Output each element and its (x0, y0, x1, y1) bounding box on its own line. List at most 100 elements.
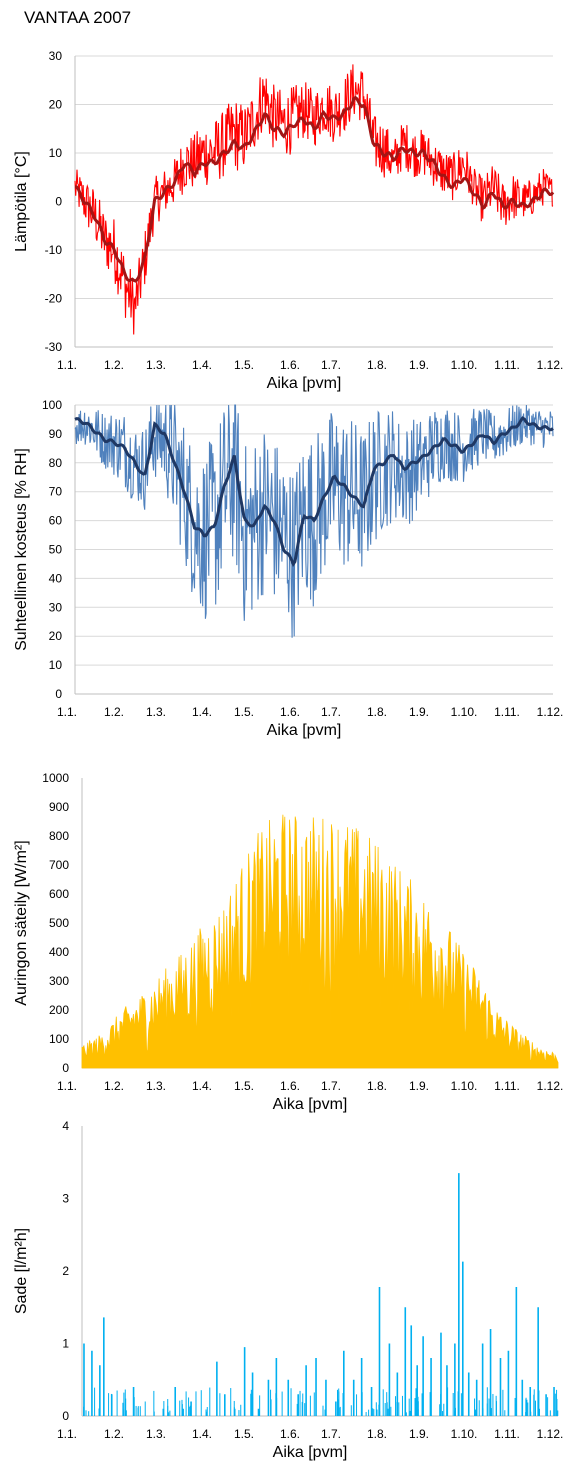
y-tick-label: 50 (49, 543, 63, 557)
x-tick-label: 1.1. (57, 705, 77, 719)
x-axis-title: Aika [pvm] (273, 1444, 348, 1461)
x-tick-label: 1.1. (57, 1427, 77, 1441)
y-tick-label: -20 (45, 292, 63, 306)
y-tick-label: 100 (42, 398, 62, 412)
x-tick-label: 1.8. (367, 705, 387, 719)
x-tick-label: 1.12. (537, 1427, 564, 1441)
x-tick-label: 1.7. (321, 1427, 341, 1441)
x-tick-label: 1.1. (57, 1079, 77, 1093)
x-tick-label: 1.11. (494, 1427, 520, 1441)
x-tick-label: 1.8. (367, 358, 387, 372)
y-tick-label: 800 (49, 829, 69, 843)
y-tick-label: 0 (62, 1061, 69, 1075)
y-tick-label: 0 (62, 1409, 69, 1423)
y-tick-label: 900 (49, 800, 69, 814)
temperature-chart: -30 -20 -10 0 10 20 30 1.1. 1.2. 1.3. 1.4. 1.5. 1.6.… (13, 49, 563, 392)
y-axis-title: Lämpötila [°C] (13, 151, 30, 252)
x-axis-title: Aika [pvm] (267, 375, 342, 392)
y-tick-label: 500 (49, 916, 69, 930)
solar-radiation-chart: 0 100 200 300 400 500 600 700 800 900 1000 1.1. 1.2.… (13, 771, 563, 1113)
precipitation-chart: 0 1 2 3 4 1.1. 1.2. 1.3. 1.4. 1.5. 1.6. 1.7. 1.8. 1.9… (13, 1119, 563, 1461)
y-tick-label: 300 (49, 974, 69, 988)
y-tick-label: 400 (49, 945, 69, 959)
x-tick-label: 1.10. (451, 358, 478, 372)
x-tick-label: 1.10. (451, 705, 478, 719)
page-title: VANTAA 2007 (24, 8, 132, 27)
x-tick-label: 1.12. (537, 705, 564, 719)
x-tick-label: 1.8. (367, 1427, 387, 1441)
x-tick-label: 1.2. (104, 1427, 124, 1441)
y-tick-label: 1000 (42, 771, 69, 785)
x-tick-label: 1.6. (280, 1079, 300, 1093)
x-tick-label: 1.6. (280, 1427, 300, 1441)
y-tick-label: 80 (49, 456, 63, 470)
x-tick-label: 1.2. (104, 358, 124, 372)
y-tick-label: 2 (62, 1264, 69, 1278)
x-tick-label: 1.9. (409, 1427, 429, 1441)
x-tick-label: 1.2. (104, 1079, 124, 1093)
y-tick-label: 1 (62, 1337, 69, 1351)
y-tick-label: 70 (49, 485, 63, 499)
x-tick-label: 1.12. (537, 1079, 564, 1093)
x-axis-title: Aika [pvm] (273, 1096, 348, 1113)
x-tick-label: 1.3. (146, 1079, 166, 1093)
x-tick-label: 1.5. (234, 705, 254, 719)
x-tick-label: 1.6. (280, 705, 300, 719)
x-axis-title: Aika [pvm] (267, 722, 342, 739)
radiation-area (81, 814, 559, 1069)
x-tick-label: 1.2. (104, 705, 124, 719)
x-tick-label: 1.11. (494, 358, 520, 372)
x-tick-label: 1.7. (321, 1079, 341, 1093)
series-mean-line (74, 95, 555, 283)
x-tick-label: 1.4. (192, 1079, 212, 1093)
y-tick-label: -10 (45, 243, 63, 257)
x-tick-label: 1.3. (146, 1427, 166, 1441)
x-tick-label: 1.6. (280, 358, 300, 372)
x-tick-label: 1.4. (192, 358, 212, 372)
x-tick-label: 1.4. (192, 1427, 212, 1441)
y-tick-label: -30 (45, 340, 63, 354)
y-axis-title: Suhteellinen kosteus [% RH] (13, 448, 30, 651)
y-tick-label: 60 (49, 514, 63, 528)
y-tick-label: 30 (49, 49, 63, 63)
x-tick-label: 1.5. (234, 1427, 254, 1441)
x-tick-label: 1.5. (234, 1079, 254, 1093)
x-tick-label: 1.5. (234, 358, 254, 372)
x-tick-label: 1.3. (146, 705, 166, 719)
x-tick-label: 1.10. (451, 1427, 478, 1441)
x-tick-label: 1.10. (451, 1079, 478, 1093)
x-tick-label: 1.9. (409, 705, 429, 719)
x-tick-label: 1.11. (494, 1079, 520, 1093)
x-tick-label: 1.7. (321, 705, 341, 719)
x-tick-label: 1.7. (321, 358, 341, 372)
y-axis-title: Auringon säteily [W/m²] (13, 840, 30, 1005)
y-tick-label: 20 (49, 98, 63, 112)
y-tick-label: 4 (62, 1119, 69, 1133)
humidity-chart: 0 10 20 30 40 50 60 70 80 90 100 1.1. 1.2. 1.3. 1.4. 1.… (13, 398, 563, 739)
y-tick-label: 100 (49, 1032, 69, 1046)
x-tick-label: 1.1. (57, 358, 77, 372)
y-tick-label: 40 (49, 571, 63, 585)
x-tick-label: 1.9. (409, 358, 429, 372)
y-tick-label: 10 (49, 146, 63, 160)
y-tick-label: 90 (49, 427, 63, 441)
y-tick-label: 200 (49, 1003, 69, 1017)
x-tick-label: 1.4. (192, 705, 212, 719)
series-raw-line (74, 404, 554, 638)
x-tick-label: 1.8. (367, 1079, 387, 1093)
y-tick-label: 3 (62, 1192, 69, 1206)
x-tick-label: 1.3. (146, 358, 166, 372)
y-tick-label: 20 (49, 629, 63, 643)
y-tick-label: 30 (49, 600, 63, 614)
series-mean-line (74, 416, 554, 568)
x-tick-label: 1.12. (537, 358, 564, 372)
y-tick-label: 0 (55, 687, 62, 701)
y-axis-title: Sade [l/m²h] (13, 1228, 30, 1314)
y-tick-label: 600 (49, 887, 69, 901)
y-tick-label: 700 (49, 858, 69, 872)
x-tick-label: 1.9. (409, 1079, 429, 1093)
x-tick-label: 1.11. (494, 705, 520, 719)
y-tick-label: 0 (55, 195, 62, 209)
y-tick-label: 10 (49, 658, 63, 672)
